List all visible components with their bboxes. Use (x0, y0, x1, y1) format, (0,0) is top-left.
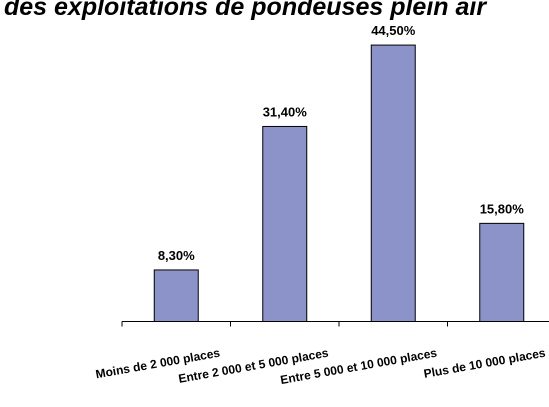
chart-title: des exploitations de pondeuses plein air (4, 0, 487, 21)
bar-value-label: 31,40% (263, 104, 308, 119)
bar-value-label: 44,50% (371, 23, 416, 38)
value-labels-layer: 8,30% 31,40% 44,50% 15,80% (158, 23, 524, 263)
bar (262, 125, 308, 322)
bars-layer (153, 44, 525, 323)
bar (479, 222, 525, 322)
x-tick-label: Plus de 10 000 places (423, 346, 547, 381)
bar-value-label: 15,80% (480, 201, 525, 216)
bar (153, 269, 199, 322)
bar-value-label: 8,30% (158, 248, 195, 263)
bar (370, 44, 416, 323)
